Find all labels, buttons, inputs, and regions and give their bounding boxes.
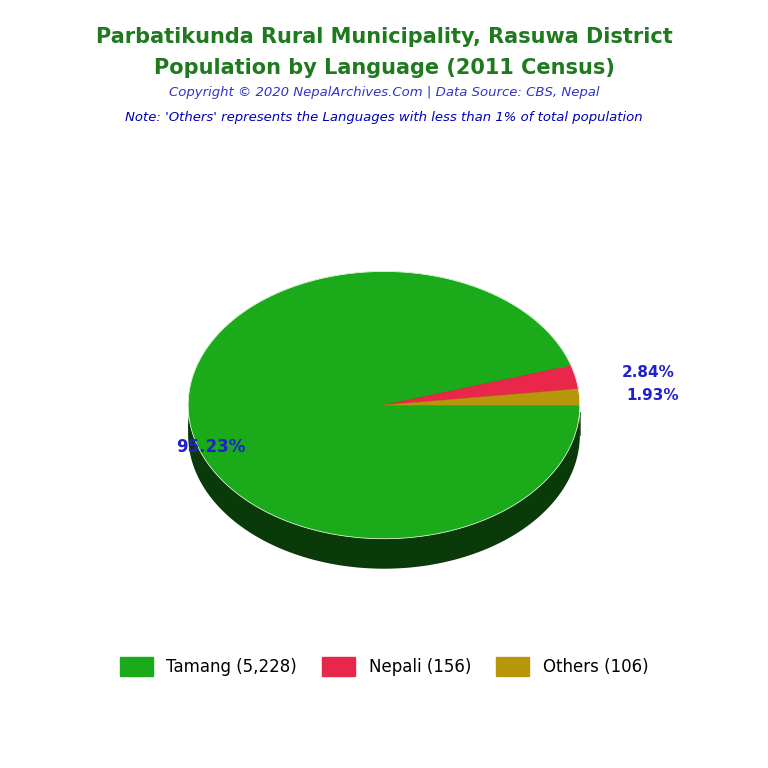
- Polygon shape: [188, 272, 580, 538]
- Text: Note: 'Others' represents the Languages with less than 1% of total population: Note: 'Others' represents the Languages …: [125, 111, 643, 124]
- Text: 2.84%: 2.84%: [621, 365, 674, 379]
- Polygon shape: [384, 366, 578, 406]
- Legend: Tamang (5,228), Nepali (156), Others (106): Tamang (5,228), Nepali (156), Others (10…: [113, 650, 655, 683]
- Text: Parbatikunda Rural Municipality, Rasuwa District: Parbatikunda Rural Municipality, Rasuwa …: [96, 27, 672, 47]
- Polygon shape: [188, 295, 580, 561]
- Text: 95.23%: 95.23%: [177, 438, 246, 455]
- Text: 1.93%: 1.93%: [626, 388, 679, 403]
- Polygon shape: [384, 389, 580, 406]
- Polygon shape: [384, 412, 580, 429]
- Text: Population by Language (2011 Census): Population by Language (2011 Census): [154, 58, 614, 78]
- Text: Copyright © 2020 NepalArchives.Com | Data Source: CBS, Nepal: Copyright © 2020 NepalArchives.Com | Dat…: [169, 86, 599, 99]
- Polygon shape: [384, 389, 578, 429]
- Polygon shape: [188, 412, 580, 568]
